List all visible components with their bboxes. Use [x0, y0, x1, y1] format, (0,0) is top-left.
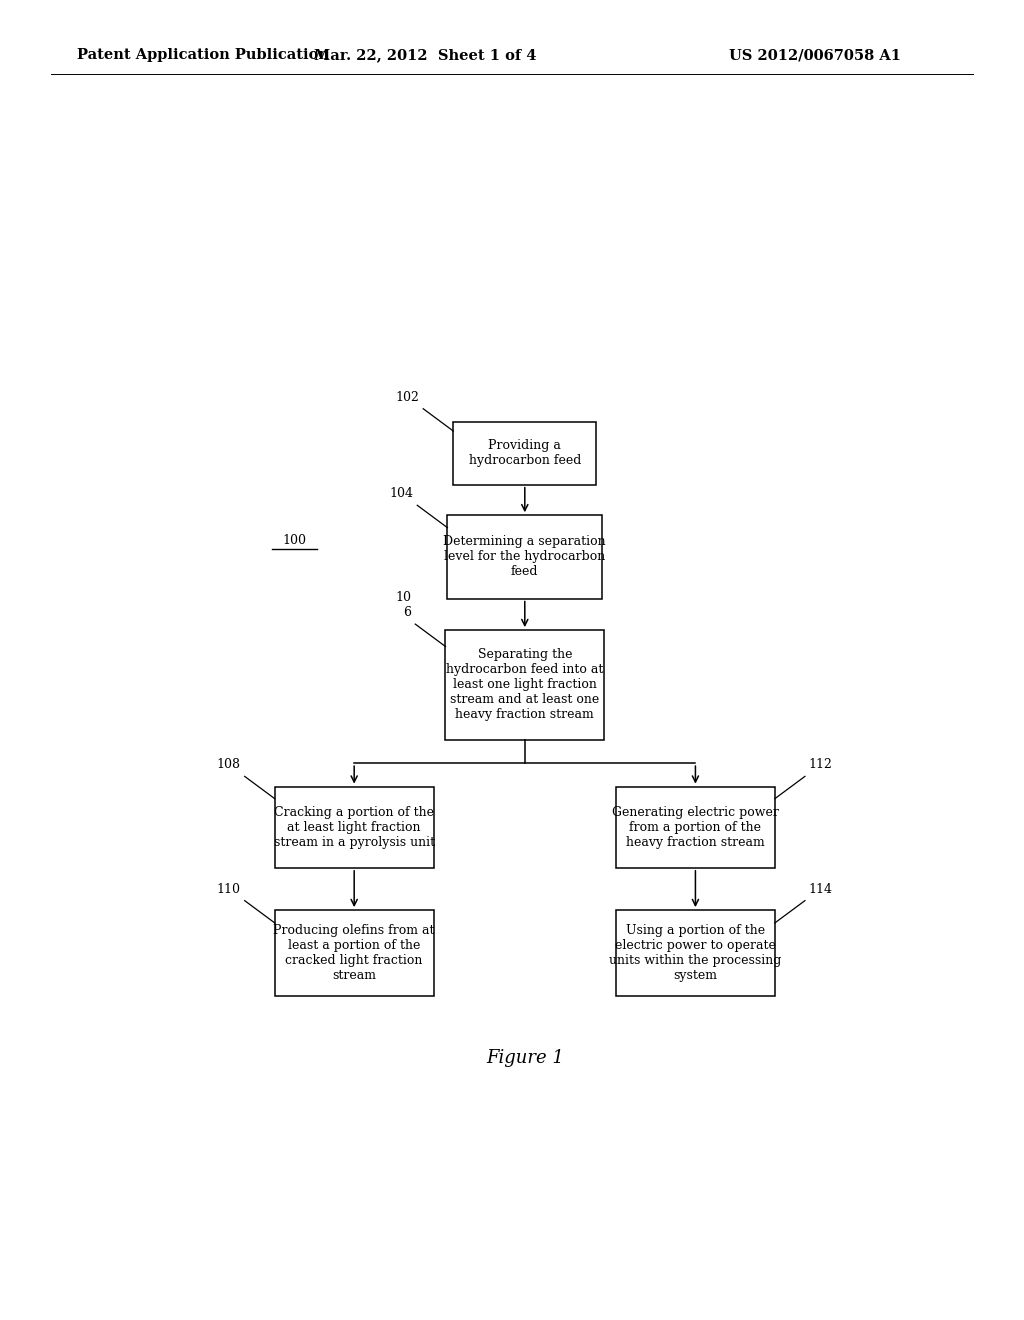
FancyBboxPatch shape	[616, 909, 775, 997]
Text: US 2012/0067058 A1: US 2012/0067058 A1	[729, 49, 901, 62]
Text: 112: 112	[809, 758, 833, 771]
FancyBboxPatch shape	[274, 909, 433, 997]
Text: 104: 104	[389, 487, 414, 500]
Text: 108: 108	[217, 758, 241, 771]
Text: Using a portion of the
electric power to operate
units within the processing
sys: Using a portion of the electric power to…	[609, 924, 781, 982]
FancyBboxPatch shape	[274, 787, 433, 867]
Text: 110: 110	[217, 883, 241, 895]
Text: 100: 100	[283, 533, 306, 546]
Text: 102: 102	[395, 391, 419, 404]
FancyBboxPatch shape	[447, 515, 602, 598]
Text: Determining a separation
level for the hydrocarbon
feed: Determining a separation level for the h…	[443, 536, 606, 578]
Text: 10
6: 10 6	[395, 591, 412, 619]
Text: Figure 1: Figure 1	[485, 1049, 564, 1067]
FancyBboxPatch shape	[454, 421, 596, 484]
FancyBboxPatch shape	[445, 630, 604, 739]
Text: Producing olefins from at
least a portion of the
cracked light fraction
stream: Producing olefins from at least a portio…	[273, 924, 435, 982]
Text: Cracking a portion of the
at least light fraction
stream in a pyrolysis unit: Cracking a portion of the at least light…	[273, 805, 435, 849]
Text: Generating electric power
from a portion of the
heavy fraction stream: Generating electric power from a portion…	[612, 805, 779, 849]
Text: Providing a
hydrocarbon feed: Providing a hydrocarbon feed	[469, 440, 581, 467]
Text: Separating the
hydrocarbon feed into at
least one light fraction
stream and at l: Separating the hydrocarbon feed into at …	[446, 648, 603, 722]
Text: Patent Application Publication: Patent Application Publication	[77, 49, 329, 62]
FancyBboxPatch shape	[616, 787, 775, 867]
Text: Mar. 22, 2012  Sheet 1 of 4: Mar. 22, 2012 Sheet 1 of 4	[313, 49, 537, 62]
Text: 114: 114	[809, 883, 833, 895]
